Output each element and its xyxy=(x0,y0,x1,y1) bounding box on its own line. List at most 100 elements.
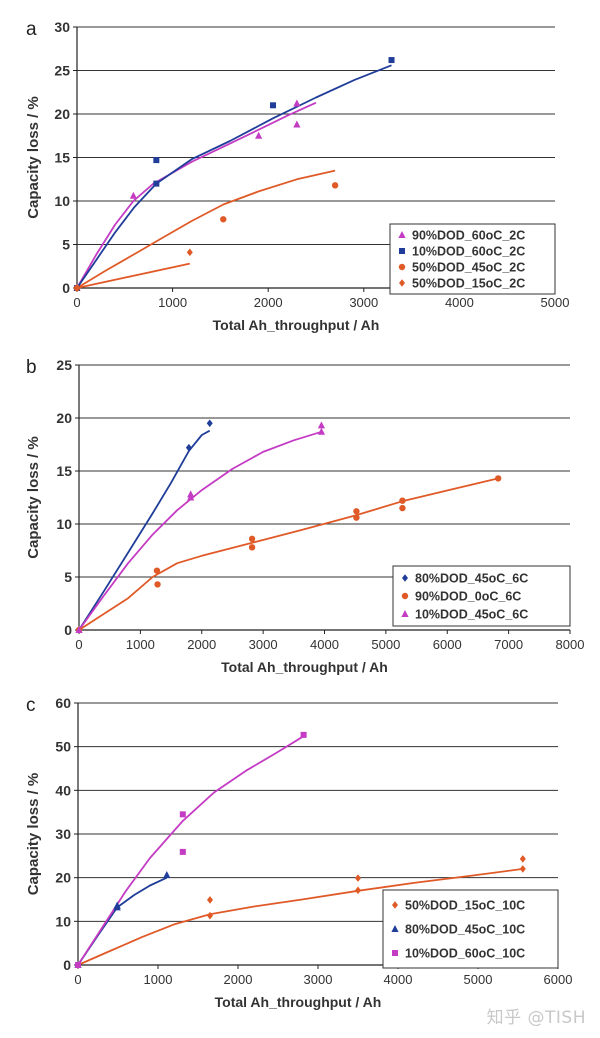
data-point xyxy=(75,626,83,633)
y-tick-label: 0 xyxy=(64,622,72,638)
x-tick-label: 2000 xyxy=(224,972,253,987)
data-point xyxy=(494,475,502,482)
legend-marker xyxy=(398,263,406,271)
legend-box xyxy=(382,889,559,969)
data-point xyxy=(220,216,227,223)
legend-marker xyxy=(398,231,406,238)
trend-line-1 xyxy=(78,429,211,631)
data-point xyxy=(519,865,526,873)
data-point xyxy=(353,514,360,521)
chart-panel-b: b 0 5 10 15 20 25 0 1000 2000 3000 4000 5000 6000 7000… xyxy=(25,357,584,675)
x-tick-label: 5000 xyxy=(464,972,493,987)
y-tick-label: 15 xyxy=(56,463,72,479)
data-point xyxy=(163,871,171,879)
x-tick-label: 6000 xyxy=(544,972,573,987)
y-axis-label: Capacity loss / % xyxy=(25,773,42,896)
legend-marker xyxy=(401,610,409,617)
data-point xyxy=(187,490,195,498)
legend-label: 50%DOD_45oC_2C xyxy=(412,261,525,275)
y-tick-label: 15 xyxy=(54,150,70,166)
legend-marker xyxy=(391,925,399,932)
legend-marker xyxy=(401,592,409,600)
x-tick-label: 3000 xyxy=(349,295,378,310)
data-point xyxy=(185,443,192,452)
data-point xyxy=(153,180,160,187)
y-tick-label: 10 xyxy=(56,516,72,532)
data-point xyxy=(388,57,395,64)
legend-marker xyxy=(402,574,408,582)
y-tick-label: 20 xyxy=(56,410,72,426)
data-point xyxy=(399,497,406,504)
data-point xyxy=(355,886,361,895)
data-point xyxy=(186,248,193,257)
panel-letter: b xyxy=(26,357,37,378)
data-point xyxy=(179,848,186,855)
y-tick-label: 30 xyxy=(54,19,70,35)
legend-label: 80%DOD_45oC_10C xyxy=(405,923,525,937)
data-point xyxy=(113,903,121,911)
legend-label: 10%DOD_60oC_2C xyxy=(412,245,525,259)
data-point xyxy=(206,419,213,428)
y-tick-label: 25 xyxy=(54,63,70,79)
x-tick-label: 7000 xyxy=(494,637,523,652)
y-tick-label: 0 xyxy=(62,280,70,296)
legend-marker xyxy=(392,901,398,909)
data-point xyxy=(353,508,360,515)
y-tick-label: 20 xyxy=(55,870,71,886)
data-point xyxy=(248,544,256,551)
legend-label: 80%DOD_45oC_6C xyxy=(415,572,528,586)
legend-marker xyxy=(399,279,405,287)
trend-line-2 xyxy=(76,64,392,289)
data-point xyxy=(269,102,276,109)
x-tick-label: 5000 xyxy=(371,637,400,652)
x-tick-label: 1000 xyxy=(158,295,187,310)
data-point xyxy=(75,962,81,968)
legend-label: 90%DOD_0oC_6C xyxy=(415,590,521,604)
y-axis-label: Capacity loss / % xyxy=(25,96,42,219)
data-point xyxy=(519,855,526,863)
x-tick-label: 0 xyxy=(75,637,82,652)
legend-marker xyxy=(392,950,398,956)
data-point xyxy=(129,191,138,199)
x-axis-label: Total Ah_throughput / Ah xyxy=(221,659,388,675)
data-point xyxy=(331,182,339,189)
panel-letter: a xyxy=(26,19,37,40)
x-tick-label: 2000 xyxy=(187,637,216,652)
data-point xyxy=(293,120,301,128)
y-tick-label: 20 xyxy=(54,106,70,122)
x-axis-label: Total Ah_throughput / Ah xyxy=(215,994,382,1010)
legend-label: 50%DOD_15oC_2C xyxy=(412,277,525,291)
legend-marker xyxy=(399,248,405,254)
data-point xyxy=(355,874,361,882)
x-tick-label: 0 xyxy=(73,295,80,310)
y-tick-label: 5 xyxy=(62,237,70,253)
data-point xyxy=(317,427,326,435)
x-axis-label: Total Ah_throughput / Ah xyxy=(213,317,380,333)
y-tick-label: 25 xyxy=(56,357,72,373)
y-tick-label: 10 xyxy=(54,193,70,209)
trend-line-1 xyxy=(76,101,317,289)
x-tick-label: 4000 xyxy=(384,972,413,987)
trend-line-2 xyxy=(78,477,499,631)
data-point xyxy=(207,896,213,904)
y-tick-label: 30 xyxy=(55,826,71,842)
legend-label: 10%DOD_60oC_10C xyxy=(405,947,525,961)
data-point xyxy=(153,157,160,164)
trend-line-3 xyxy=(77,735,305,966)
legend-label: 10%DOD_45oC_6C xyxy=(415,608,528,622)
trend-line-4 xyxy=(76,262,190,289)
y-tick-label: 0 xyxy=(63,957,71,973)
data-point xyxy=(74,284,80,292)
legend-box xyxy=(389,223,556,295)
y-tick-label: 10 xyxy=(55,913,71,929)
y-tick-label: 60 xyxy=(55,695,71,711)
data-point xyxy=(300,731,307,738)
y-tick-label: 50 xyxy=(55,739,71,755)
x-tick-label: 1000 xyxy=(126,637,155,652)
trend-line-3 xyxy=(76,169,336,289)
data-point xyxy=(293,99,301,107)
y-tick-label: 5 xyxy=(64,569,72,585)
x-tick-label: 1000 xyxy=(144,972,173,987)
trend-line-3 xyxy=(78,430,322,631)
